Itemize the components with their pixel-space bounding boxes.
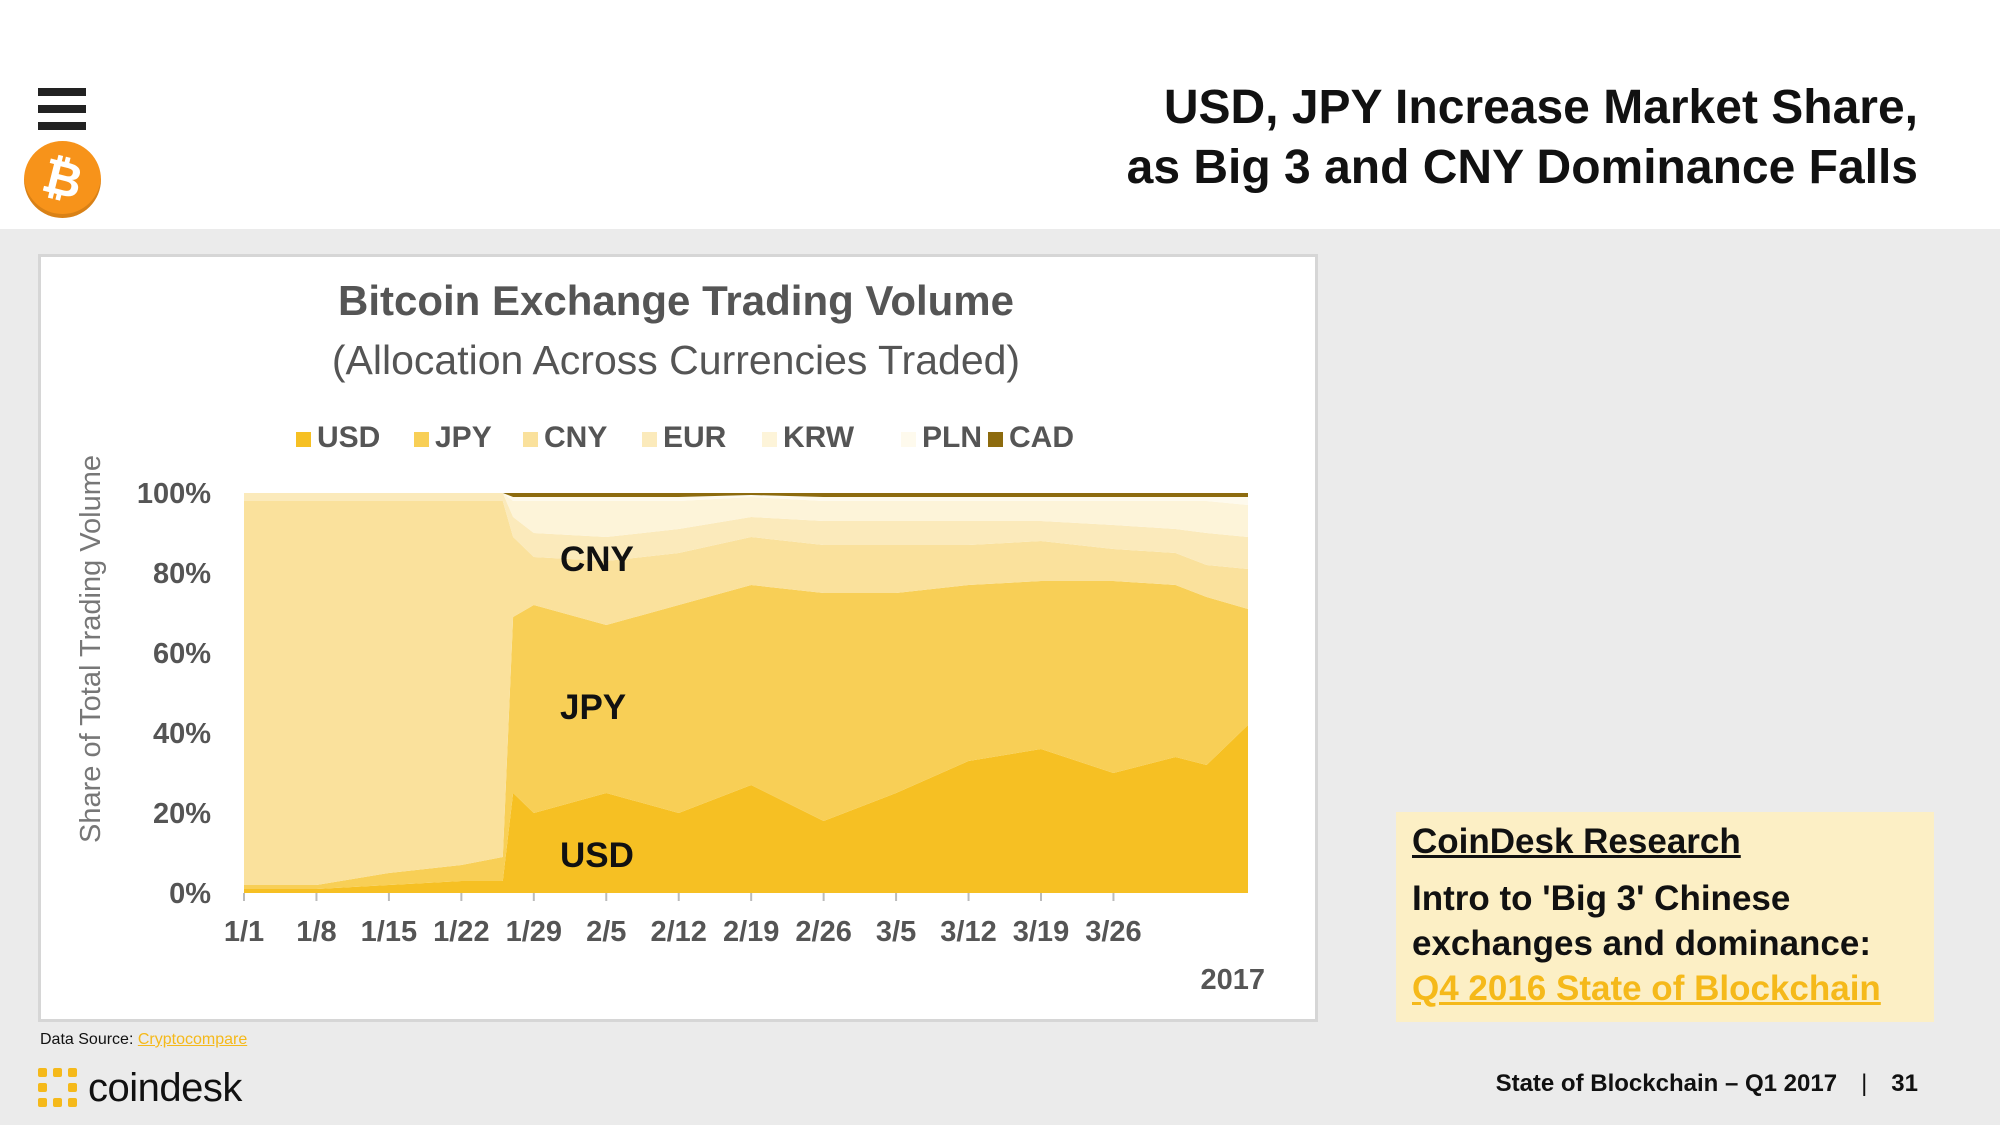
legend-label-pln: PLN: [922, 421, 982, 454]
area-usd: [244, 725, 1248, 893]
legend-swatch-pln: [901, 432, 916, 447]
x-tick-label: 3/19: [1013, 916, 1069, 948]
x-tick-label: 2/12: [650, 916, 706, 948]
slide-title-line2: as Big 3 and CNY Dominance Falls: [1126, 141, 1918, 194]
chart-legend: USD JPY CNY EUR KRW PLN CAD: [296, 421, 1074, 454]
x-tick-label: 1/29: [506, 916, 562, 948]
research-heading[interactable]: CoinDesk Research: [1412, 822, 1741, 861]
x-axis-ticks: 1/1 1/8 1/15 1/22 1/29 2/5 2/12 2/19 2/26 3/5 3/12…: [224, 893, 1142, 948]
area-chart: Bitcoin Exchange Trading Volume (Allocat…: [75, 277, 1265, 996]
coindesk-brand: coindesk: [38, 1066, 242, 1110]
x-tick-label: 1/15: [361, 916, 417, 948]
chart-card: Bitcoin Exchange Trading Volume (Allocat…: [38, 254, 1318, 1022]
footer-text: State of Blockchain – Q1 2017: [1495, 1070, 1838, 1097]
x-tick-label: 1/8: [296, 916, 336, 948]
research-callout: CoinDesk Research Intro to 'Big 3' Chine…: [1396, 812, 1934, 1022]
legend-swatch-eur: [642, 432, 657, 447]
hamburger-icon[interactable]: [38, 88, 86, 139]
area-cny: [244, 501, 1248, 885]
bitcoin-logo-icon: ₿: [24, 141, 101, 218]
legend-label-jpy: JPY: [435, 421, 492, 454]
legend-label-usd: USD: [317, 421, 380, 454]
area-eur: [244, 493, 1248, 569]
y-tick-label: 80%: [153, 558, 211, 590]
x-tick-label: 3/5: [876, 916, 916, 948]
legend-swatch-krw: [762, 432, 777, 447]
area-labels: CNY JPY USD: [560, 540, 634, 875]
y-axis-label: Share of Total Trading Volume: [75, 455, 107, 843]
research-link[interactable]: Q4 2016 State of Blockchain: [1412, 969, 1881, 1008]
footer: State of Blockchain – Q1 2017 | 31: [1496, 1070, 1918, 1098]
legend-label-cny: CNY: [544, 421, 607, 454]
slide-title-line1: USD, JPY Increase Market Share,: [1163, 81, 1918, 134]
x-tick-label: 2/5: [586, 916, 626, 948]
page-number: 31: [1891, 1070, 1918, 1097]
coindesk-logo-icon: [38, 1068, 78, 1108]
area-pln: [244, 493, 1248, 505]
y-tick-label: 0%: [169, 878, 211, 910]
research-text: Intro to 'Big 3' Chinese exchanges and d…: [1412, 879, 1872, 963]
y-tick-label: 100%: [137, 478, 211, 510]
area-label-jpy: JPY: [560, 688, 626, 727]
data-source-link[interactable]: Cryptocompare: [137, 1031, 248, 1048]
x-tick-label: 2/26: [795, 916, 851, 948]
chart-subtitle: (Allocation Across Currencies Traded): [332, 337, 1020, 383]
y-tick-label: 40%: [153, 718, 211, 750]
y-axis-ticks: 0% 20% 40% 60% 80% 100%: [137, 478, 211, 910]
area-cad: [244, 493, 1248, 497]
x-tick-label: 1/1: [224, 916, 264, 948]
legend-label-cad: CAD: [1009, 421, 1074, 454]
year-label: 2017: [1200, 964, 1265, 996]
data-source-label: Data Source:: [40, 1031, 134, 1048]
y-tick-label: 20%: [153, 798, 211, 830]
legend-swatch-jpy: [414, 432, 429, 447]
legend-label-eur: EUR: [663, 421, 727, 454]
slide-title: USD, JPY Increase Market Share, as Big 3…: [918, 78, 1918, 198]
chart-areas: [244, 493, 1248, 893]
x-tick-label: 2/19: [723, 916, 779, 948]
x-tick-label: 1/22: [433, 916, 489, 948]
y-tick-label: 60%: [153, 638, 211, 670]
legend-swatch-cny: [523, 432, 538, 447]
header-band: [0, 0, 2000, 229]
legend-label-krw: KRW: [783, 421, 855, 454]
legend-swatch-usd: [296, 432, 311, 447]
x-tick-label: 3/26: [1085, 916, 1141, 948]
area-label-cny: CNY: [560, 540, 634, 579]
area-krw: [244, 493, 1248, 537]
x-tick-label: 3/12: [940, 916, 996, 948]
legend-swatch-cad: [988, 432, 1003, 447]
footer-separator: |: [1861, 1070, 1868, 1097]
chart-title: Bitcoin Exchange Trading Volume: [338, 277, 1014, 324]
data-source: Data Source: Cryptocompare: [40, 1031, 247, 1049]
area-label-usd: USD: [560, 836, 634, 875]
area-jpy: [244, 581, 1248, 889]
brand-name: coindesk: [88, 1065, 242, 1110]
